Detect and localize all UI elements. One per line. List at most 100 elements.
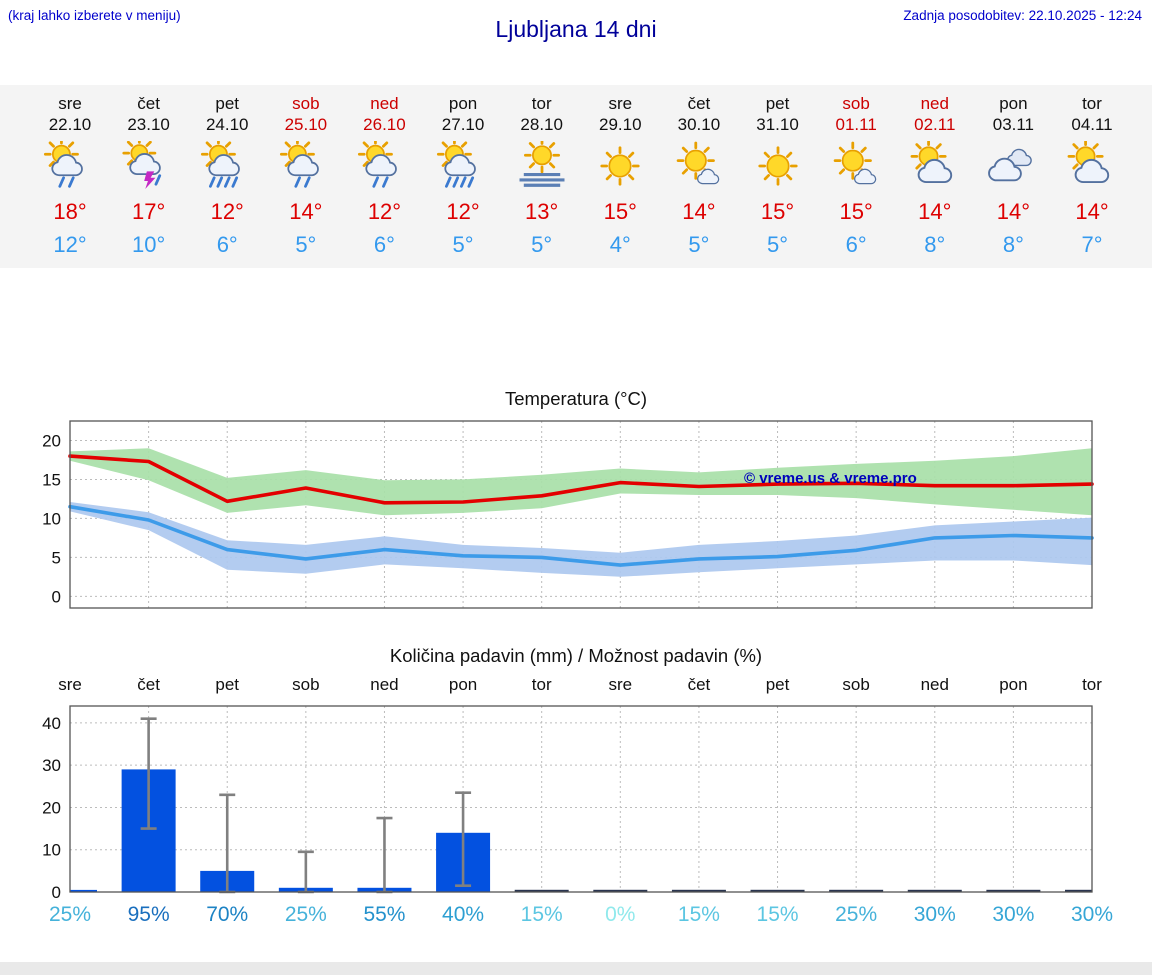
forecast-day-12: ned 02.11 14° 8° [896, 93, 974, 258]
day-date: 27.10 [441, 115, 485, 135]
day-tmin: 12° [53, 231, 87, 257]
precip-day-labels: sre čet pet sob ned pon tor sre čet pet sob ned pon t… [0, 675, 1152, 697]
day-name: sob [842, 94, 870, 113]
svg-text:40: 40 [42, 714, 61, 733]
precip-probability: 30% [992, 903, 1035, 926]
day-date: 28.10 [520, 115, 563, 135]
day-date: 29.10 [599, 115, 642, 135]
shower-icon [345, 136, 423, 196]
day-tmin: 6° [845, 231, 867, 257]
shower-icon [31, 136, 109, 196]
watermark: © vreme.us & vreme.pro [744, 470, 917, 487]
precip-day-label: pet [765, 675, 790, 694]
forecast-day-7: tor 28.10 13° 5° [503, 93, 581, 258]
day-tmax: 15° [760, 198, 795, 224]
day-name: sre [608, 94, 633, 113]
day-date: 25.10 [284, 115, 328, 135]
forecast-day-4: sob 25.10 14° 5° [267, 93, 345, 258]
day-name: čet [687, 94, 711, 113]
shower-icon [267, 136, 345, 196]
day-tmin: 7° [1081, 231, 1103, 257]
svg-text:30: 30 [42, 756, 61, 775]
day-name: pon [999, 94, 1028, 113]
day-tmax: 12° [446, 198, 480, 224]
day-tmin: 4° [609, 231, 631, 257]
precip-probability: 70% [206, 903, 249, 926]
svg-text:0: 0 [52, 587, 61, 606]
precipitation-chart: 0 10 20 30 40 [0, 700, 1152, 910]
cloud-icon [974, 141, 1052, 196]
precip-day-label: ned [920, 675, 949, 694]
day-tmax: 12° [367, 198, 402, 224]
day-date: 01.11 [835, 115, 877, 135]
day-tmin: 8° [1002, 231, 1024, 257]
day-date: 31.10 [756, 115, 799, 135]
precip-probability: 15% [677, 903, 720, 926]
forecast-day-9: čet 30.10 14° 5° [660, 93, 738, 258]
day-tmax: 14° [682, 198, 716, 224]
day-tmax: 15° [603, 198, 637, 224]
day-tmin: 8° [924, 231, 946, 257]
forecast-day-10: pet 31.10 15° 5° [739, 93, 817, 258]
rain-icon [424, 136, 502, 196]
forecast-day-2: čet 23.10 17° 10° [110, 93, 188, 258]
svg-text:0: 0 [52, 883, 61, 902]
precip-probability: 55% [363, 903, 406, 926]
day-tmax: 14° [918, 198, 952, 224]
svg-text:20: 20 [42, 798, 61, 817]
forecast-day-14: tor 04.11 14° 7° [1053, 93, 1131, 258]
svg-text:15: 15 [42, 470, 61, 489]
forecast-day-13: pon 03.11 14° 8° [974, 93, 1052, 258]
precip-probability: 95% [127, 903, 170, 926]
page-title: Ljubljana 14 dni [495, 16, 657, 42]
forecast-day-11: sob 01.11 15° 6° [817, 93, 895, 258]
precip-day-label: pon [999, 675, 1028, 694]
precip-day-label: čet [137, 675, 160, 694]
day-tmax: 13° [525, 198, 559, 224]
precip-probability: 15% [520, 903, 563, 926]
bottom-strip [0, 962, 1152, 975]
precip-day-label: sob [842, 675, 870, 694]
day-name: sre [58, 94, 82, 113]
day-name: pet [215, 94, 240, 113]
svg-text:20: 20 [42, 431, 61, 450]
sun-icon [581, 141, 659, 196]
day-tmax: 12° [210, 198, 244, 224]
svg-text:10: 10 [42, 509, 61, 528]
day-date: 03.11 [992, 115, 1035, 135]
last-update: Zadnja posodobitev: 22.10.2025 - 12:24 [903, 8, 1142, 23]
precip-day-label: tor [1082, 675, 1102, 694]
menu-hint: (kraj lahko izberete v meniju) [8, 8, 181, 23]
day-date: 24.10 [205, 115, 249, 135]
day-tmax: 14° [1075, 198, 1109, 224]
day-tmin: 5° [531, 231, 553, 257]
forecast-day-3: pet 24.10 12° 6° [188, 93, 266, 258]
svg-text:10: 10 [42, 841, 61, 860]
sun-cloud-icon [817, 141, 895, 196]
day-date: 26.10 [363, 115, 406, 135]
rain-icon [188, 136, 266, 196]
day-name: sob [292, 94, 320, 113]
partly-icon [896, 137, 974, 196]
temperature-chart: 0 5 10 15 20 © vreme.us & vreme.pro [0, 413, 1152, 623]
precip-probabilities: 25% 95% 70% 25% 55% 40% 15% 0% 15% 15% 25% 30% 30% 30… [0, 903, 1152, 931]
day-name: pet [765, 94, 790, 113]
forecast-day-8: sre 29.10 15° 4° [581, 93, 659, 258]
precip-day-label: ned [370, 675, 399, 694]
day-date: 04.11 [1071, 115, 1113, 135]
precip-day-label: tor [531, 675, 552, 694]
day-name: ned [370, 94, 399, 113]
precip-probability: 25% [284, 903, 327, 926]
precip-chart-title: Količina padavin (mm) / Možnost padavin … [389, 645, 763, 666]
day-name: tor [531, 94, 552, 113]
precip-day-label: pon [448, 675, 478, 694]
sun-icon [739, 141, 817, 196]
day-tmax: 14° [289, 198, 323, 224]
day-name: čet [137, 94, 160, 113]
precip-probability: 30% [1070, 903, 1114, 926]
day-name: tor [1082, 94, 1102, 113]
svg-text:5: 5 [52, 548, 61, 567]
temperature-chart-title: Temperatura (°C) [504, 388, 648, 409]
day-tmin: 6° [216, 231, 238, 257]
fog-icon [503, 136, 581, 196]
